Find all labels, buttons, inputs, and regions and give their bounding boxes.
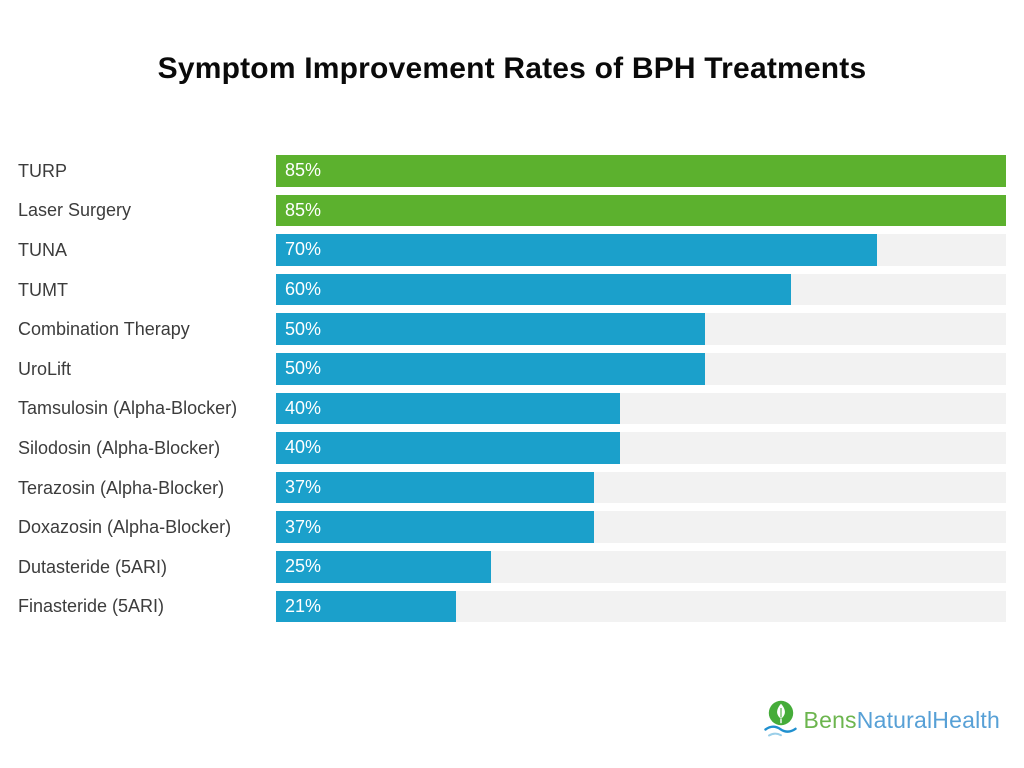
bar: 40% bbox=[276, 392, 620, 425]
bar-track: 37% bbox=[276, 471, 1006, 504]
bar: 37% bbox=[276, 471, 594, 504]
bar-track: 37% bbox=[276, 511, 1006, 543]
bensnaturalhealth-logo: BensNaturalHealth bbox=[763, 699, 1000, 741]
bar-track: 40% bbox=[276, 432, 1006, 464]
logo-text: BensNaturalHealth bbox=[803, 706, 1000, 733]
bar: 40% bbox=[276, 432, 620, 464]
bar: 50% bbox=[276, 313, 706, 345]
bar: 25% bbox=[276, 550, 491, 583]
bar-value-label: 40% bbox=[285, 397, 322, 418]
chart-row: TURP 85% bbox=[18, 155, 1006, 187]
chart-row: Combination Therapy 50% bbox=[18, 313, 1006, 345]
category-label: Tamsulosin (Alpha-Blocker) bbox=[18, 398, 238, 419]
category-label: TUMT bbox=[18, 279, 68, 300]
chart-row: Laser Surgery 85% bbox=[18, 194, 1006, 227]
bar-track: 40% bbox=[276, 392, 1006, 425]
category-label: Dutasteride (5ARI) bbox=[18, 556, 168, 577]
logo-text-secondary: NaturalHealth bbox=[856, 706, 1000, 733]
chart-row: Dutasteride (5ARI) 25% bbox=[18, 550, 1006, 583]
category-label: Laser Surgery bbox=[18, 200, 132, 221]
bar-track: 25% bbox=[276, 550, 1006, 583]
bar-track: 85% bbox=[276, 194, 1006, 227]
chart-row: UroLift 50% bbox=[18, 352, 1006, 385]
category-label: Finasteride (5ARI) bbox=[18, 596, 165, 617]
bar-track: 21% bbox=[276, 590, 1006, 623]
bar: 21% bbox=[276, 590, 457, 623]
category-label: Doxazosin (Alpha-Blocker) bbox=[18, 517, 232, 538]
category-label: TURP bbox=[18, 160, 67, 181]
bar-value-label: 21% bbox=[285, 595, 322, 616]
bar-track: 85% bbox=[276, 155, 1006, 187]
bar-value-label: 50% bbox=[285, 358, 322, 379]
bar-value-label: 85% bbox=[285, 199, 322, 220]
bar-value-label: 85% bbox=[285, 160, 322, 181]
bar: 85% bbox=[276, 155, 1006, 187]
bar-value-label: 25% bbox=[285, 556, 322, 577]
category-label: Silodosin (Alpha-Blocker) bbox=[18, 437, 221, 458]
bar-value-label: 40% bbox=[285, 437, 322, 458]
bar: 60% bbox=[276, 273, 792, 306]
bar-value-label: 70% bbox=[285, 239, 322, 260]
chart-row: Doxazosin (Alpha-Blocker) 37% bbox=[18, 511, 1006, 543]
chart-row: Finasteride (5ARI) 21% bbox=[18, 590, 1006, 623]
bar-track: 50% bbox=[276, 313, 1006, 345]
chart-title: Symptom Improvement Rates of BPH Treatme… bbox=[157, 52, 867, 85]
bar-value-label: 50% bbox=[285, 318, 322, 339]
chart-row: TUMT 60% bbox=[18, 273, 1006, 306]
bar-track: 70% bbox=[276, 234, 1006, 266]
bar: 37% bbox=[276, 511, 594, 543]
bar-value-label: 60% bbox=[285, 279, 322, 300]
category-label: Combination Therapy bbox=[18, 319, 190, 340]
logo-text-primary: Bens bbox=[803, 706, 857, 733]
bar-value-label: 37% bbox=[285, 516, 322, 537]
bar: 50% bbox=[276, 352, 706, 385]
bar: 70% bbox=[276, 234, 878, 266]
category-label: Terazosin (Alpha-Blocker) bbox=[18, 477, 225, 498]
chart-row: TUNA 70% bbox=[18, 234, 1006, 266]
leaf-droplet-wave-icon bbox=[763, 700, 797, 737]
bar: 85% bbox=[276, 194, 1006, 227]
category-label: TUNA bbox=[18, 239, 67, 260]
bar-track: 50% bbox=[276, 352, 1006, 385]
bar-value-label: 37% bbox=[285, 477, 322, 498]
chart-row: Terazosin (Alpha-Blocker) 37% bbox=[18, 471, 1006, 504]
category-label: UroLift bbox=[18, 358, 72, 379]
chart-row: Tamsulosin (Alpha-Blocker) 40% bbox=[18, 392, 1006, 425]
bar-track: 60% bbox=[276, 273, 1006, 306]
bar-chart: TURP 85% Laser Surgery 85% TUNA 70% TUMT 60% Com… bbox=[18, 155, 1006, 623]
chart-row: Silodosin (Alpha-Blocker) 40% bbox=[18, 432, 1006, 464]
